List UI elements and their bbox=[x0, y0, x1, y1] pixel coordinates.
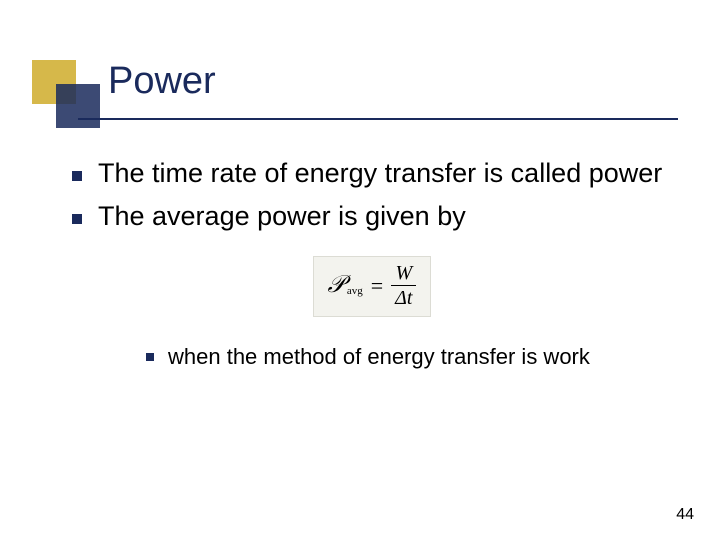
page-number: 44 bbox=[676, 506, 694, 524]
bullet-square-icon bbox=[72, 171, 82, 181]
slide: Power The time rate of energy transfer i… bbox=[0, 0, 720, 540]
title-underline bbox=[78, 118, 678, 120]
sub-bullet-text: when the method of energy transfer is wo… bbox=[168, 343, 590, 372]
formula-denominator: Δt bbox=[391, 286, 416, 308]
bullet-square-icon bbox=[72, 214, 82, 224]
sub-bullet-item: when the method of energy transfer is wo… bbox=[146, 343, 672, 372]
formula-lhs-symbol: 𝒫 bbox=[328, 272, 345, 299]
bullet-item: The time rate of energy transfer is call… bbox=[72, 156, 672, 191]
slide-title: Power bbox=[108, 60, 216, 103]
formula-region: 𝒫 avg = W Δt bbox=[72, 256, 672, 317]
bullet-square-icon bbox=[146, 353, 154, 361]
title-accent-navy bbox=[56, 84, 100, 128]
formula-fraction: W Δt bbox=[391, 263, 416, 308]
bullet-text: The average power is given by bbox=[98, 199, 466, 234]
formula-numerator: W bbox=[391, 263, 416, 285]
equation: 𝒫 avg = W Δt bbox=[328, 263, 417, 308]
formula-equals: = bbox=[371, 273, 383, 299]
bullet-item: The average power is given by bbox=[72, 199, 672, 234]
formula-box: 𝒫 avg = W Δt bbox=[313, 256, 432, 317]
formula-lhs-subscript: avg bbox=[347, 285, 363, 297]
bullet-text: The time rate of energy transfer is call… bbox=[98, 156, 662, 191]
slide-body: The time rate of energy transfer is call… bbox=[72, 156, 672, 372]
